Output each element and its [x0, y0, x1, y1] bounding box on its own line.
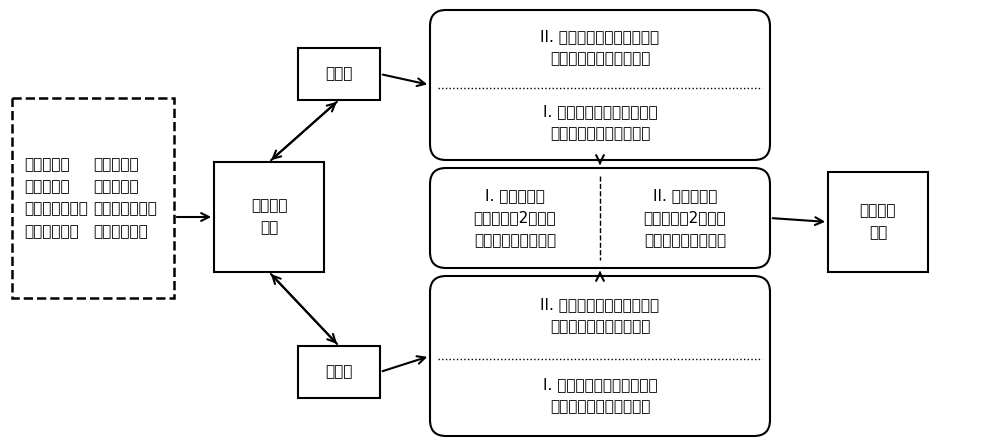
Text: 上一周期：
排序的结果
投入切除模块数
桥臂电流方向: 上一周期： 排序的结果 投入切除模块数 桥臂电流方向 [24, 157, 88, 239]
Text: I. 电容充电：指针升序的直
接插入排序（限制步数）: I. 电容充电：指针升序的直 接插入排序（限制步数） [543, 377, 657, 415]
Bar [214, 162, 324, 272]
Text: II. 电容放电：
指针降序的2路归并
更新并记录排序结果: II. 电容放电： 指针降序的2路归并 更新并记录排序结果 [644, 188, 726, 248]
Bar [298, 346, 380, 398]
Text: 上一周期：
排序的结果
投入切除模块数
桥臂电流方向: 上一周期： 排序的结果 投入切除模块数 桥臂电流方向 [93, 157, 157, 239]
Text: I. 电容充电：指针升序的直
接插入排序（限制步数）: I. 电容充电：指针升序的直 接插入排序（限制步数） [543, 104, 657, 141]
Text: 投入组: 投入组 [325, 364, 353, 380]
Text: 生成触发
脉冲: 生成触发 脉冲 [860, 203, 896, 240]
Bar [828, 172, 928, 272]
FancyBboxPatch shape [430, 168, 770, 268]
Bar [298, 48, 380, 100]
FancyBboxPatch shape [430, 10, 770, 160]
Text: 切除组: 切除组 [325, 66, 353, 82]
Text: II. 电容放电：指针降序的直
接插入排序（限制步数）: II. 电容放电：指针降序的直 接插入排序（限制步数） [540, 297, 660, 334]
Text: 当前电容
电压: 当前电容 电压 [251, 198, 287, 235]
Text: I. 电容充电：
指针升序的2路归并
更新并记录排序结果: I. 电容充电： 指针升序的2路归并 更新并记录排序结果 [474, 188, 556, 248]
FancyBboxPatch shape [430, 276, 770, 436]
Bar [12, 98, 174, 298]
Text: II. 电容放电：指针降序的直
接插入排序（限制步数）: II. 电容放电：指针降序的直 接插入排序（限制步数） [540, 29, 660, 66]
